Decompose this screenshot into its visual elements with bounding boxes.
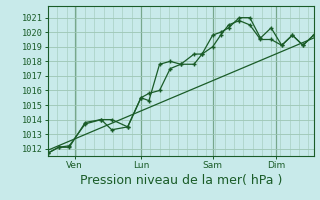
X-axis label: Pression niveau de la mer( hPa ): Pression niveau de la mer( hPa ) (80, 174, 282, 187)
